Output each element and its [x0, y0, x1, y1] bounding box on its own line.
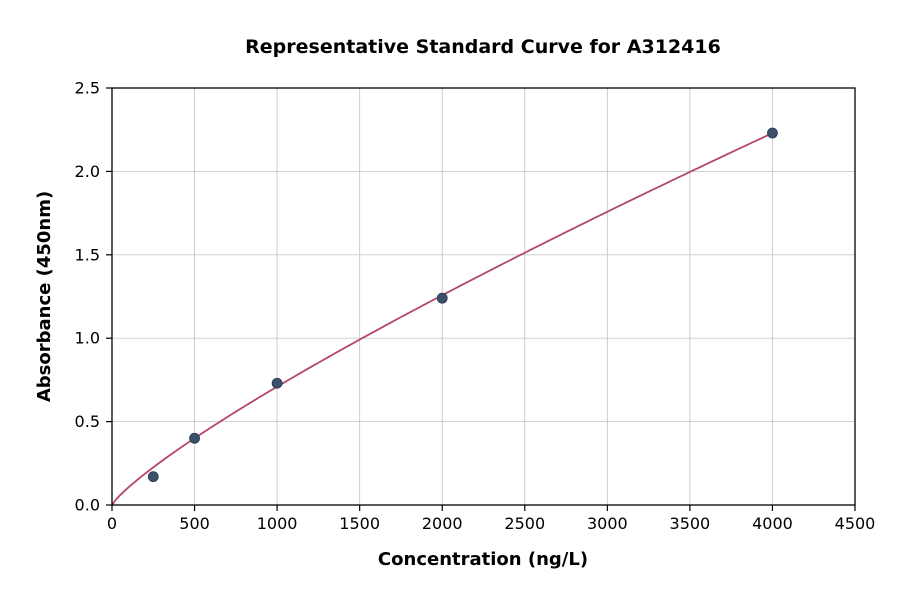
plot-border: [111, 87, 856, 506]
data-point: [436, 292, 448, 304]
data-point: [189, 432, 200, 444]
x-tick-label: 0: [107, 514, 117, 533]
y-tick-label: 0.5: [75, 412, 100, 431]
x-tick-label: 3000: [587, 514, 628, 533]
data-point: [147, 471, 159, 483]
x-tick-label: 1000: [257, 514, 298, 533]
x-tick-label: 4500: [835, 514, 876, 533]
axis-ticks: [106, 87, 856, 511]
x-tick-label: 2000: [422, 514, 463, 533]
x-tick-label: 1500: [339, 514, 380, 533]
y-tick-label: 1.0: [75, 329, 100, 348]
data-point: [767, 127, 778, 139]
x-tick-label: 3500: [670, 514, 711, 533]
y-axis-label: Absorbance (450nm): [34, 191, 55, 402]
x-tick-label: 500: [179, 514, 210, 533]
y-tick-label: 1.5: [75, 245, 100, 264]
tick-labels: 0 500 1000 1500 2000 2500 3000 3500 4000 4500 0.0 0…: [75, 79, 876, 534]
x-axis-label: Concentration (ng/L): [378, 549, 588, 570]
x-tick-label: 2500: [504, 514, 545, 533]
grid-lines: [111, 87, 856, 506]
y-tick-label: 2.5: [75, 79, 100, 98]
data-point: [271, 377, 283, 389]
y-tick-label: 0.0: [75, 496, 100, 515]
data-points: [147, 127, 778, 483]
x-tick-label: 4000: [752, 514, 793, 533]
chart-title: Representative Standard Curve for A31241…: [245, 36, 721, 58]
y-tick-label: 2.0: [75, 162, 100, 181]
